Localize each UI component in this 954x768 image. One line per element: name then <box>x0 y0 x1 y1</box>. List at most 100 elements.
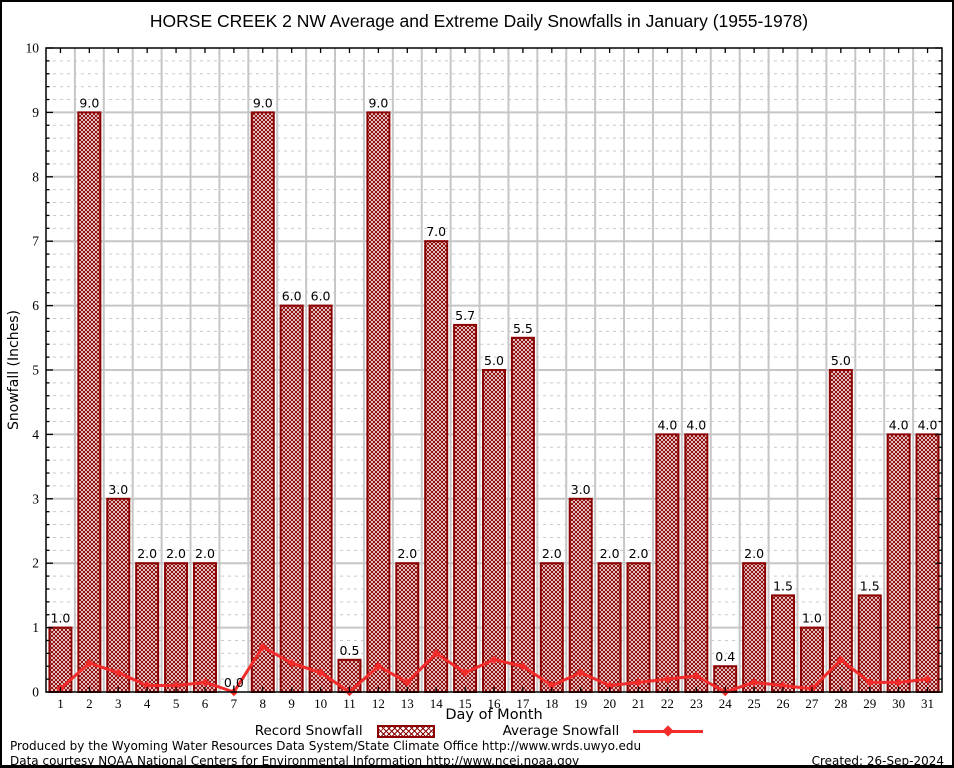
x-tick-label-15: 15 <box>459 696 472 711</box>
record-bar-day-18 <box>539 562 564 694</box>
average-marker-day-30 <box>894 678 903 687</box>
record-bar-day-30 <box>886 433 911 693</box>
record-bar-day-12 <box>366 111 391 693</box>
average-snowfall-line <box>56 642 932 697</box>
average-marker-day-10 <box>316 668 325 677</box>
average-marker-day-19 <box>576 668 585 677</box>
bar-label-day-21: 2.0 <box>629 546 649 561</box>
record-bar-day-19 <box>568 497 593 693</box>
bar-label-day-18: 2.0 <box>542 546 562 561</box>
footer-produced-by: Produced by the Wyoming Water Resources … <box>10 739 642 753</box>
x-tick-label-11: 11 <box>343 696 356 711</box>
x-tick-label-2: 2 <box>86 696 93 711</box>
record-bar-day-28 <box>828 369 853 693</box>
average-marker-day-18 <box>547 681 557 690</box>
bar-label-day-16: 5.0 <box>484 353 504 368</box>
bar-label-day-22: 4.0 <box>657 417 677 432</box>
x-tick-label-10: 10 <box>314 696 327 711</box>
bar-label-day-27: 1.0 <box>802 611 822 626</box>
x-tick-label-20: 20 <box>603 696 616 711</box>
bar-label-day-28: 5.0 <box>831 353 851 368</box>
bar-label-day-20: 2.0 <box>600 546 620 561</box>
bar-label-day-14: 7.0 <box>426 224 446 239</box>
average-marker-day-23 <box>692 671 701 681</box>
x-tick-label-5: 5 <box>173 696 180 711</box>
average-marker-day-8 <box>258 642 267 652</box>
bar-label-day-3: 3.0 <box>108 482 128 497</box>
average-marker-day-26 <box>778 681 788 690</box>
average-marker-day-22 <box>663 674 672 684</box>
record-bar-day-8 <box>250 111 275 693</box>
average-marker-day-2 <box>85 658 94 668</box>
y-tick-label-5: 5 <box>32 363 39 378</box>
footer-data-courtesy: Data courtesy NOAA National Centers for … <box>10 754 580 768</box>
record-bar-day-10 <box>308 304 333 693</box>
record-bar-day-20 <box>597 562 622 694</box>
y-tick-label-9: 9 <box>32 105 39 120</box>
x-tick-label-23: 23 <box>690 696 703 711</box>
y-tick-label-3: 3 <box>32 491 39 506</box>
line-marker-icon <box>662 724 674 737</box>
bar-label-day-26: 1.5 <box>773 578 793 593</box>
y-tick-label-7: 7 <box>32 234 39 249</box>
average-marker-day-6 <box>200 678 210 687</box>
bar-label-day-15: 5.7 <box>455 308 475 323</box>
average-marker-day-5 <box>171 681 181 690</box>
average-marker-day-28 <box>836 655 846 664</box>
footer-created-date: Created: 26-Sep-2024 <box>811 754 944 768</box>
record-bar-day-17 <box>510 336 535 693</box>
bar-label-day-13: 2.0 <box>397 546 417 561</box>
x-tick-label-22: 22 <box>661 696 674 711</box>
record-bar-day-26 <box>771 594 796 694</box>
average-marker-day-29 <box>865 678 874 687</box>
average-marker-day-3 <box>114 668 123 677</box>
legend-average-label: Average Snowfall <box>502 723 620 739</box>
bar-label-day-29: 1.5 <box>860 578 880 593</box>
x-tick-label-4: 4 <box>144 696 151 711</box>
x-tick-label-17: 17 <box>516 696 530 711</box>
x-tick-label-26: 26 <box>777 696 791 711</box>
record-snowfall-swatch-icon <box>376 724 435 738</box>
x-tick-label-21: 21 <box>632 696 645 711</box>
average-marker-day-17 <box>518 662 528 671</box>
record-bar-day-4 <box>135 562 160 694</box>
record-bar-day-25 <box>742 562 767 694</box>
bar-label-day-12: 9.0 <box>368 95 388 110</box>
y-tick-label-0: 0 <box>32 685 39 700</box>
average-marker-day-25 <box>749 678 759 687</box>
x-tick-label-13: 13 <box>401 696 414 711</box>
y-tick-label-1: 1 <box>32 620 39 635</box>
average-marker-day-12 <box>374 662 383 671</box>
bar-label-day-5: 2.0 <box>166 546 186 561</box>
x-tick-label-12: 12 <box>372 696 385 711</box>
x-tick-label-29: 29 <box>863 696 876 711</box>
bar-label-day-10: 6.0 <box>311 289 331 304</box>
y-tick-label-10: 10 <box>26 41 40 56</box>
bar-label-day-2: 9.0 <box>79 95 99 110</box>
average-marker-day-15 <box>460 668 470 677</box>
x-tick-label-27: 27 <box>805 696 819 711</box>
record-bar-day-23 <box>684 433 709 693</box>
record-bar-day-16 <box>482 369 506 693</box>
y-tick-label-6: 6 <box>32 298 39 313</box>
average-marker-day-16 <box>489 655 499 664</box>
x-axis-title: Day of Month <box>445 707 543 723</box>
chart-title: HORSE CREEK 2 NW Average and Extreme Dai… <box>149 11 809 31</box>
legend: Record Snowfall Average Snowfall <box>2 723 954 739</box>
y-axis-title: Snowfall (Inches) <box>6 310 22 430</box>
x-tick-label-31: 31 <box>921 696 934 711</box>
record-bar-day-6 <box>192 562 217 694</box>
bar-value-labels: 1.0 9.0 3.0 2.0 2.0 2.0 0.0 9.0 6.0 6.0 0.5 9.0 2.0 7… <box>51 95 938 690</box>
bar-label-day-25: 2.0 <box>744 546 764 561</box>
x-tick-label-19: 19 <box>574 696 587 711</box>
legend-record-label: Record Snowfall <box>254 723 363 739</box>
bar-label-day-6: 2.0 <box>195 546 215 561</box>
average-marker-day-20 <box>605 681 614 690</box>
x-tick-label-8: 8 <box>260 696 267 711</box>
x-tick-label-30: 30 <box>892 696 905 711</box>
average-marker-day-13 <box>403 678 412 687</box>
bar-label-day-7: 0.0 <box>224 675 244 690</box>
average-marker-day-4 <box>142 681 152 690</box>
